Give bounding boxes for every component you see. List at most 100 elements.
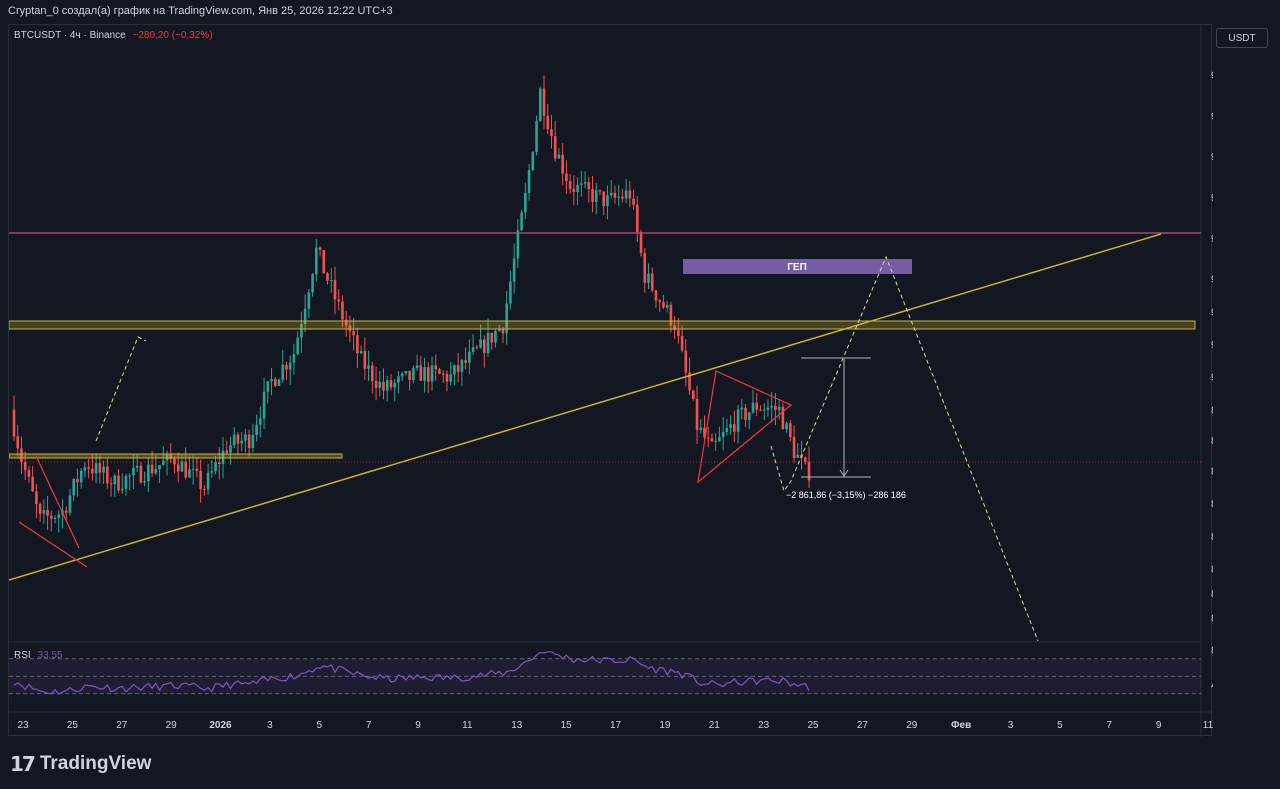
candle-body xyxy=(796,454,800,458)
candle xyxy=(329,267,333,293)
time-tick-label: 21 xyxy=(709,720,721,731)
pattern-line-2 xyxy=(18,521,88,568)
candle-body xyxy=(688,372,691,391)
candle-body xyxy=(400,373,404,377)
candle xyxy=(695,385,699,444)
gap-label: ГЕП xyxy=(787,262,807,273)
currency-button[interactable]: USDT xyxy=(1216,28,1268,48)
candle xyxy=(147,456,150,492)
candle-body xyxy=(404,370,408,374)
candle-body xyxy=(292,354,296,363)
time-tick-label: 7 xyxy=(1106,720,1112,731)
candle xyxy=(613,185,617,204)
candle-body xyxy=(609,192,613,196)
support-zone-left xyxy=(9,453,343,459)
candle-body xyxy=(628,190,632,199)
candle xyxy=(27,466,31,483)
candle xyxy=(352,317,355,351)
candle xyxy=(617,185,620,206)
candle xyxy=(725,419,729,436)
price-axis: 98 000,00 97 000,00 96 000,00 95 000,00 94 0… xyxy=(1211,71,1213,625)
candle xyxy=(229,436,232,465)
candle xyxy=(718,426,721,442)
candle xyxy=(102,460,105,484)
candle-body xyxy=(505,303,508,334)
tradingview-logo[interactable]: 17 TradingView xyxy=(10,752,151,776)
candle-body xyxy=(87,467,90,469)
candle xyxy=(691,389,695,401)
candle-body xyxy=(770,405,773,408)
candle-body xyxy=(613,192,617,198)
candle xyxy=(680,325,684,353)
candle-body xyxy=(91,468,94,474)
price-tick-label: 91 400,00 xyxy=(1211,340,1213,351)
candle xyxy=(706,427,710,448)
time-tick-label: 5 xyxy=(316,720,322,731)
price-chart[interactable]: 98 000,00 97 000,00 96 000,00 95 000,00 94 0… xyxy=(9,25,1213,737)
candle xyxy=(225,440,229,455)
candle-body xyxy=(430,365,434,382)
candle-body xyxy=(415,365,419,369)
candle-body xyxy=(580,183,583,185)
candle xyxy=(807,446,811,488)
candle xyxy=(210,459,214,478)
candle xyxy=(497,324,501,332)
symbol-label: BTCUSDT · 4ч · Binance xyxy=(14,30,126,41)
candle-body xyxy=(12,409,16,437)
candle xyxy=(378,370,382,397)
triangle-pattern xyxy=(697,370,793,484)
candle-body xyxy=(482,339,486,354)
candle xyxy=(553,120,557,162)
time-tick-label: 9 xyxy=(415,720,421,731)
candle xyxy=(203,485,206,496)
candle xyxy=(412,365,415,384)
candle xyxy=(673,316,676,340)
candle xyxy=(650,267,654,293)
candle-body xyxy=(736,409,740,432)
candle xyxy=(244,428,247,453)
candle xyxy=(736,404,740,444)
candle-body xyxy=(490,332,494,343)
candle xyxy=(315,238,318,282)
candle xyxy=(359,345,363,355)
candle-body xyxy=(191,468,195,470)
candle-body xyxy=(803,457,807,462)
candle xyxy=(482,335,486,368)
candle xyxy=(423,358,426,393)
price-tick-label: 87 500,00 xyxy=(1211,499,1213,510)
candle-body xyxy=(199,470,202,489)
candle xyxy=(415,354,419,371)
candle xyxy=(385,375,389,402)
candle xyxy=(471,334,475,355)
candle-body xyxy=(725,427,729,433)
time-tick-label: 23 xyxy=(17,720,29,731)
candle-body xyxy=(225,450,229,453)
candle xyxy=(217,447,221,480)
candle-body xyxy=(494,330,497,343)
candle xyxy=(98,455,102,484)
candle-body xyxy=(710,438,714,442)
candle-body xyxy=(636,204,639,233)
candle xyxy=(419,355,423,382)
candle-body xyxy=(251,434,255,449)
candle xyxy=(255,414,258,442)
candle-body xyxy=(658,300,662,303)
candle xyxy=(106,457,109,489)
candle xyxy=(169,443,173,464)
candle-body xyxy=(643,253,647,283)
candle-body xyxy=(512,258,516,282)
time-tick-label: 25 xyxy=(67,720,79,731)
candle-body xyxy=(348,325,352,331)
candle xyxy=(188,455,191,479)
candle xyxy=(542,75,546,130)
candle-body xyxy=(143,481,146,483)
candle-body xyxy=(486,332,490,354)
candle-body xyxy=(367,365,370,369)
candle-body xyxy=(449,374,452,382)
candle-body xyxy=(445,373,449,382)
candle-body xyxy=(259,418,262,425)
candle xyxy=(195,456,199,478)
chart-frame[interactable]: 98 000,00 97 000,00 96 000,00 95 000,00 94 0… xyxy=(8,24,1213,737)
candle xyxy=(535,115,538,156)
candle-body xyxy=(359,351,363,354)
